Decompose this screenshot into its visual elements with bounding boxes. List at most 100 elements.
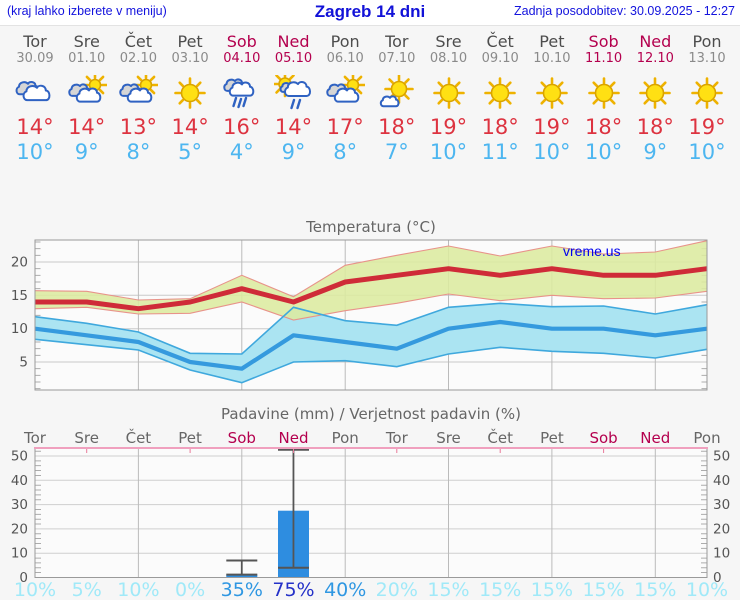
max-temp: 18° (636, 115, 674, 139)
probability-label: 10% (686, 579, 728, 600)
rain-icon (223, 78, 255, 109)
min-temp: 10° (584, 140, 623, 164)
weather-icon-box (164, 75, 216, 111)
sunny-icon (639, 77, 672, 109)
day-name: Pet (539, 32, 565, 51)
probability-labels: 10% 5% 10% 0% 35% 75% 40% 20% 15% 15% 15% 15% 15% 10% (14, 579, 728, 600)
header: (kraj lahko izberete v meniju) Zagreb 14… (0, 0, 740, 26)
svg-text:Pet: Pet (540, 429, 564, 447)
day-name: Pon (330, 32, 360, 51)
min-temp: 5° (178, 140, 203, 164)
svg-text:Pet: Pet (178, 429, 202, 447)
max-temp: 14° (68, 115, 106, 139)
day-name: Čet (486, 32, 514, 51)
precip-day-ticks (86, 449, 605, 453)
min-temp: 10° (429, 140, 468, 164)
svg-text:40: 40 (11, 473, 28, 489)
weather-icon-box (112, 72, 164, 111)
max-temp: 19° (429, 115, 468, 139)
day-date: 11.10 (584, 51, 623, 66)
weather-icon-box (526, 75, 578, 111)
mostly-sunny-icon (379, 74, 414, 108)
day-date: 07.10 (378, 51, 416, 66)
sunny-icon (691, 77, 723, 109)
weather-icon-box (371, 74, 423, 111)
svg-text:Sob: Sob (589, 429, 617, 447)
svg-text:Čet: Čet (126, 428, 152, 447)
sunny-icon (587, 77, 620, 109)
probability-label: 15% (531, 579, 573, 600)
day-name: Tor (385, 32, 409, 51)
max-temp: 14° (16, 115, 54, 139)
probability-label: 15% (479, 579, 521, 600)
temp-chart-title: Temperatura (°C) (305, 218, 436, 236)
svg-text:Čet: Čet (487, 428, 513, 447)
probability-label: 10% (117, 579, 159, 600)
partly-cloudy-icon (119, 72, 160, 103)
min-temp: 11° (481, 140, 519, 164)
svg-text:10: 10 (11, 546, 28, 562)
partly-cloudy-icon (68, 72, 108, 103)
probability-label: 20% (376, 579, 418, 600)
weather-icon-box (629, 75, 681, 111)
precip-day-labels: Tor Sre Čet Pet Sob Ned Pon Tor Sre Čet Pet Sob Ned P… (23, 428, 721, 447)
day-date: 30.09 (16, 51, 54, 66)
svg-text:15: 15 (11, 288, 28, 304)
precip-chart-title: Padavine (mm) / Verjetnost padavin (%) (221, 405, 521, 423)
svg-text:Tor: Tor (385, 429, 409, 447)
svg-text:10: 10 (11, 321, 28, 337)
probability-label: 40% (324, 579, 366, 600)
day-name: Čet (124, 32, 153, 51)
probability-label: 15% (634, 579, 676, 600)
weather-icon-box (216, 75, 268, 111)
min-temp: 9° (74, 140, 99, 164)
day-name: Sre (435, 32, 462, 51)
svg-text:30: 30 (11, 497, 28, 513)
day-column: Čet 02.10 13° 8° (112, 25, 164, 164)
sun-rain-icon (271, 70, 311, 110)
day-name: Sob (588, 32, 619, 51)
vreme-watermark-link[interactable]: vreme.us (563, 243, 621, 259)
min-temp: 9° (281, 140, 306, 164)
max-temp: 19° (533, 115, 571, 139)
svg-text:5: 5 (19, 355, 28, 371)
day-name: Pet (177, 32, 203, 51)
weather-icon-box (423, 75, 475, 111)
precip-y-axis-labels: 0 0 10 10 20 20 30 30 40 40 50 50 (11, 449, 730, 587)
day-column: Ned 12.10 18° 9° (629, 25, 681, 165)
day-date: 13.10 (688, 51, 726, 66)
weather-icon-box (681, 75, 733, 111)
cloudy-icon (15, 80, 51, 102)
svg-text:0: 0 (19, 570, 28, 586)
precip-whisker (226, 559, 258, 576)
probability-label: 35% (221, 579, 263, 600)
min-temp: 4° (229, 140, 254, 164)
day-date: 08.10 (429, 51, 468, 66)
last-updated: Zadnja posodobitev: 30.09.2025 - 12:27 (513, 4, 735, 18)
day-column: Sob 04.10 16° 4° (216, 25, 268, 164)
svg-text:50: 50 (713, 449, 730, 465)
day-column: Tor 30.09 14° 10° (9, 25, 61, 164)
sunny-icon (536, 77, 568, 109)
min-temp: 10° (533, 140, 571, 164)
probability-label: 5% (72, 579, 102, 600)
day-column: Pet 03.10 14° 5° (164, 25, 216, 165)
precipitation-chart: 0 0 10 10 20 20 30 30 40 40 50 50 Tor Sre Čet Pet Sob Ned… (11, 405, 730, 600)
max-temp: 17° (326, 115, 364, 139)
sunny-icon (484, 77, 516, 109)
svg-text:0: 0 (713, 570, 722, 586)
location-menu-note: (kraj lahko izberete v meniju) (7, 4, 167, 18)
max-temp: 18° (378, 115, 416, 139)
svg-text:Ned: Ned (279, 429, 309, 447)
day-name: Tor (23, 32, 47, 51)
temp-max-line (35, 266, 708, 312)
day-date: 12.10 (636, 51, 674, 66)
probability-label: 15% (427, 579, 469, 600)
weather-icon-box (268, 70, 320, 111)
svg-text:Sre: Sre (74, 429, 99, 447)
day-name: Ned (277, 32, 310, 51)
day-column: Sob 11.10 18° 10° (578, 25, 630, 165)
min-temp: 8° (333, 140, 358, 164)
max-temp: 14° (171, 115, 209, 139)
